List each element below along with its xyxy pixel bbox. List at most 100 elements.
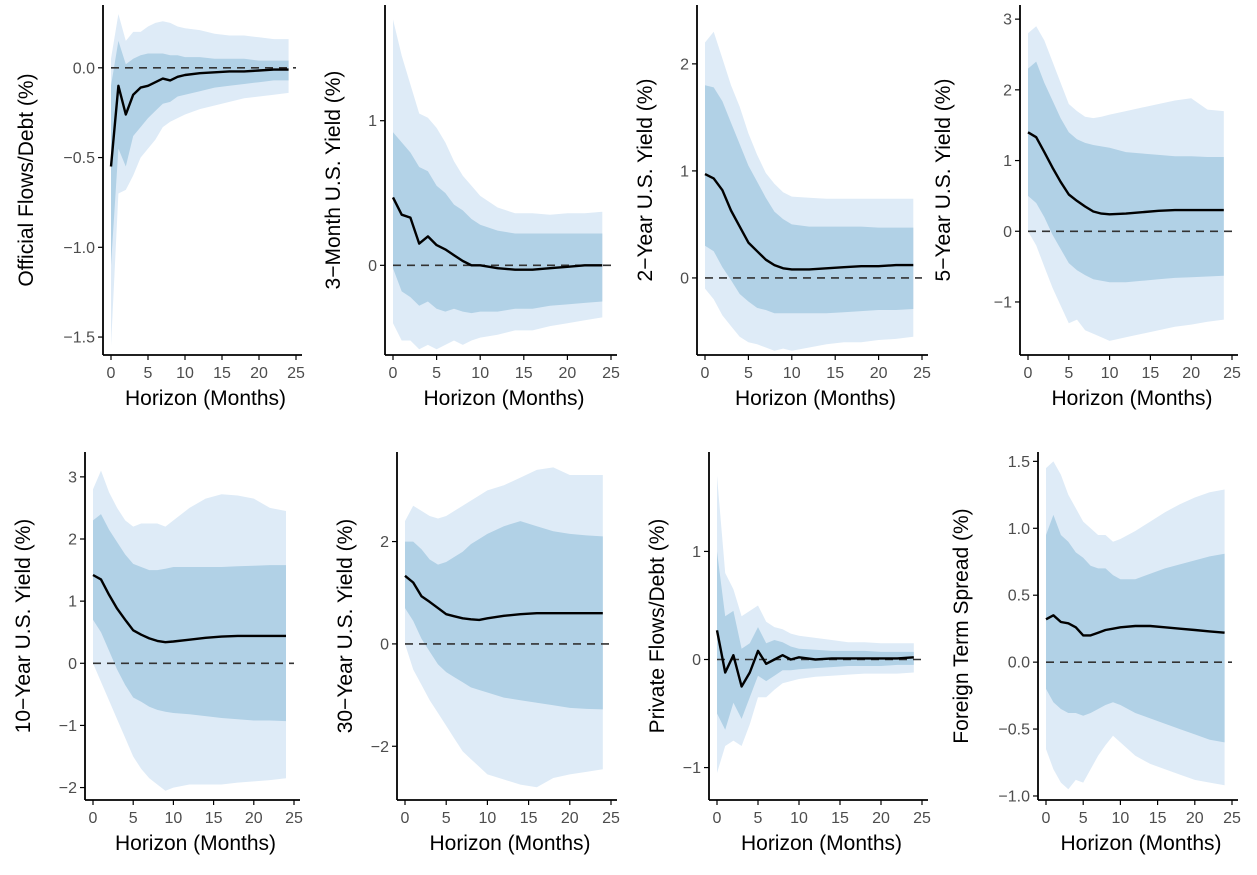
- y-axis-title: 2−Year U.S. Yield (%): [634, 79, 657, 282]
- impulse-response-line: [715, 630, 914, 688]
- y-tick-label: −1.0: [998, 788, 1030, 805]
- x-axis-title: Horizon (Months): [741, 832, 902, 855]
- x-tick-label: 10: [165, 810, 183, 827]
- ci-68-band: [1028, 61, 1224, 283]
- x-axis-title: Horizon (Months): [735, 387, 896, 410]
- y-axis-title: 30−Year U.S. Yield (%): [334, 519, 357, 734]
- x-tick-label: 10: [1112, 810, 1130, 827]
- ci-68-band: [1046, 514, 1225, 743]
- x-tick-label: 0: [1042, 810, 1051, 827]
- x-tick-label: 5: [744, 365, 753, 382]
- x-tick-label: 5: [129, 810, 138, 827]
- x-tick-label: 10: [783, 365, 801, 382]
- x-tick-label: 25: [287, 365, 305, 382]
- x-tick-label: 10: [471, 365, 489, 382]
- y-tick-label: −1: [683, 760, 701, 777]
- y-tick-label: 1: [1003, 153, 1012, 170]
- x-tick-label: 25: [913, 810, 931, 827]
- x-tick-label: 20: [250, 365, 268, 382]
- x-tick-label: 15: [831, 810, 849, 827]
- impulse-response-line: [92, 573, 286, 644]
- x-tick-label: 10: [790, 810, 808, 827]
- panel-5: −2 −1 0 1 2 3 0 5 10 15 20 25 Horizon (Months) 10−Yea…: [12, 452, 303, 855]
- x-tick-label: 15: [1149, 810, 1167, 827]
- y-tick-label: −1.5: [63, 330, 95, 347]
- x-tick-label: 0: [713, 810, 722, 827]
- x-tick-label: 25: [602, 810, 620, 827]
- x-tick-label: 20: [1182, 365, 1200, 382]
- panel-4: −1 0 1 2 3 0 5 10 15 20 25 Horizon (Months) 5−Year U…: [932, 5, 1241, 410]
- y-tick-label: 0: [68, 656, 77, 673]
- y-tick-label: −2: [59, 780, 77, 797]
- x-tick-label: 5: [1079, 810, 1088, 827]
- x-tick-label: 25: [1223, 365, 1241, 382]
- y-tick-label: 3: [68, 469, 77, 486]
- y-tick-label: −1.0: [63, 240, 95, 257]
- x-tick-label: 0: [389, 365, 398, 382]
- x-tick-label: 20: [245, 810, 263, 827]
- impulse-response-line: [1027, 131, 1224, 216]
- y-tick-label: 3: [1003, 12, 1012, 29]
- x-tick-label: 10: [1101, 365, 1119, 382]
- x-axis-title: Horizon (Months): [125, 387, 286, 410]
- y-tick-label: −0.5: [63, 150, 95, 167]
- x-axis-title: Horizon (Months): [423, 387, 584, 410]
- x-tick-label: 15: [520, 810, 538, 827]
- ci-68-band: [717, 551, 914, 730]
- y-tick-label: 1.0: [1008, 521, 1030, 538]
- y-tick-label: −1: [994, 294, 1012, 311]
- x-tick-label: 25: [913, 365, 931, 382]
- y-tick-label: 1.5: [1008, 454, 1030, 471]
- y-tick-label: −2: [371, 739, 389, 756]
- x-tick-label: 10: [176, 365, 194, 382]
- x-tick-label: 15: [213, 365, 231, 382]
- y-axis-title: 5−Year U.S. Yield (%): [932, 79, 955, 282]
- x-axis-title: Horizon (Months): [1060, 832, 1221, 855]
- x-tick-label: 0: [89, 810, 98, 827]
- y-tick-label: 0.0: [73, 60, 95, 77]
- ci-68-band: [93, 514, 286, 722]
- x-tick-label: 15: [205, 810, 223, 827]
- ci-68-band: [111, 40, 289, 266]
- impulse-response-line: [704, 173, 914, 271]
- x-axis-title: Horizon (Months): [429, 832, 590, 855]
- x-tick-label: 20: [559, 365, 577, 382]
- impulse-response-line: [109, 68, 289, 167]
- y-tick-label: 2: [680, 56, 689, 73]
- x-tick-label: 15: [515, 365, 533, 382]
- impulse-response-line: [391, 196, 603, 271]
- y-tick-label: 1: [368, 113, 377, 130]
- x-tick-label: 5: [442, 810, 451, 827]
- y-tick-label: 1: [68, 594, 77, 611]
- x-axis-title: Horizon (Months): [115, 832, 276, 855]
- y-tick-label: 0: [380, 636, 389, 653]
- x-tick-label: 20: [561, 810, 579, 827]
- y-tick-label: 0: [680, 270, 689, 287]
- x-tick-label: 5: [144, 365, 153, 382]
- y-tick-label: −0.5: [998, 722, 1030, 739]
- x-axis-title: Horizon (Months): [1051, 387, 1212, 410]
- y-tick-label: 2: [380, 534, 389, 551]
- y-axis-title: Official Flows/Debt (%): [15, 73, 38, 286]
- x-tick-label: 5: [754, 810, 763, 827]
- x-tick-label: 25: [1223, 810, 1241, 827]
- x-tick-label: 25: [602, 365, 620, 382]
- x-tick-label: 0: [401, 810, 410, 827]
- y-axis-title: 10−Year U.S. Yield (%): [12, 519, 35, 734]
- x-tick-label: 25: [285, 810, 303, 827]
- y-tick-label: 0: [368, 258, 377, 275]
- ci-68-band: [705, 85, 914, 314]
- y-axis-title: Foreign Term Spread (%): [950, 508, 973, 743]
- y-tick-label: 1: [680, 163, 689, 180]
- x-tick-label: 0: [701, 365, 710, 382]
- x-tick-label: 10: [479, 810, 497, 827]
- y-tick-label: 2: [1003, 82, 1012, 99]
- y-tick-label: 1: [692, 544, 701, 561]
